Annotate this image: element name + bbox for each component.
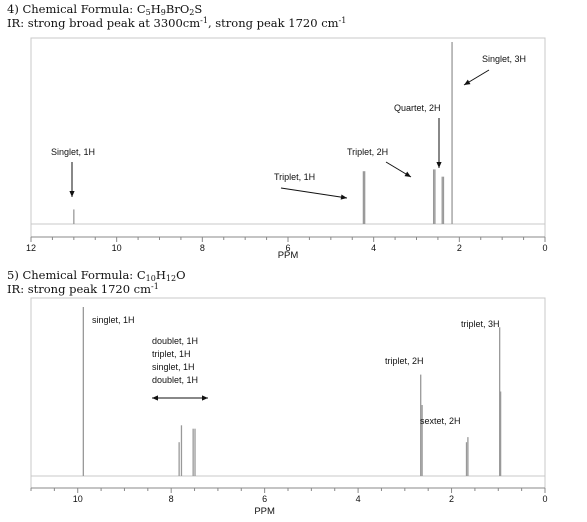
problem-4-formula-label: Chemical Formula: bbox=[22, 2, 134, 16]
arrow-singlet-3h-head bbox=[464, 79, 471, 85]
annotation-doublet-1h-a: doublet, 1H bbox=[152, 336, 198, 346]
annotation-doublet-1h-b: doublet, 1H bbox=[152, 375, 198, 385]
arrow-triplet-2h-head bbox=[404, 171, 411, 177]
annotation-triplet-2h: triplet, 2H bbox=[385, 356, 424, 366]
annotation-singlet-3h: Singlet, 3H bbox=[482, 54, 526, 64]
x-axis-label: PPM bbox=[254, 506, 275, 517]
range-arrow-right-head bbox=[202, 395, 208, 401]
x-tick-label-0: 0 bbox=[542, 243, 547, 253]
arrow-singlet-1h-head bbox=[69, 191, 75, 197]
annotation-singlet-1h-b: singlet, 1H bbox=[152, 362, 195, 372]
problem-5-formula-line: 5) Chemical Formula: C10H12O bbox=[7, 268, 186, 283]
problem-4-formula: C5H9BrO2S bbox=[136, 2, 203, 17]
nmr-spectrum-2: 10 8 6 4 2 0 PPM singlet, 1H doublet, 1H triplet,… bbox=[30, 297, 548, 517]
annotation-triplet-1h: Triplet, 1H bbox=[274, 172, 315, 182]
problem-5-formula-label: Chemical Formula: bbox=[22, 268, 134, 282]
x-tick-label-4: 4 bbox=[371, 243, 376, 253]
problem-5-ir: IR: strong peak 1720 cm-1 bbox=[7, 282, 159, 296]
problem-4-ir: IR: strong broad peak at 3300cm-1, stron… bbox=[7, 16, 347, 30]
annotation-triplet-2h: Triplet, 2H bbox=[347, 147, 388, 157]
range-arrow-left-head bbox=[152, 395, 158, 401]
arrow-quartet-2h-head bbox=[436, 162, 442, 168]
x-tick-label-10: 10 bbox=[112, 243, 122, 253]
problem-4-formula-line: 4) Chemical Formula: C5H9BrO2S bbox=[7, 2, 346, 17]
x-tick-label-8: 8 bbox=[200, 243, 205, 253]
plot-frame bbox=[30, 37, 546, 238]
problem-5-formula: C10H12O bbox=[136, 268, 186, 283]
x-tick-label-4: 4 bbox=[356, 494, 361, 504]
arrow-triplet-1h bbox=[280, 187, 348, 199]
x-tick-label-6: 6 bbox=[262, 494, 267, 504]
annotation-triplet-3h: triplet, 3H bbox=[461, 319, 500, 329]
annotation-triplet-1h: triplet, 1H bbox=[152, 349, 191, 359]
x-tick-label-0: 0 bbox=[542, 494, 547, 504]
x-tick-label-10: 10 bbox=[73, 494, 83, 504]
problem-4-number: 4) bbox=[7, 2, 19, 16]
annotation-quartet-2h: Quartet, 2H bbox=[394, 103, 441, 113]
x-axis-label: PPM bbox=[278, 250, 299, 261]
arrow-triplet-1h-head bbox=[340, 194, 347, 200]
x-tick-label-12: 12 bbox=[26, 243, 36, 253]
annotation-singlet-1h: singlet, 1H bbox=[92, 315, 135, 325]
x-tick-label-2: 2 bbox=[457, 243, 462, 253]
problem-5-header: 5) Chemical Formula: C10H12O IR: strong … bbox=[7, 268, 186, 296]
nmr-spectrum-1: 12 10 8 6 4 2 0 PPM Singlet, 1H Triplet, 1H Triple… bbox=[26, 37, 548, 261]
problem-4-header: 4) Chemical Formula: C5H9BrO2S IR: stron… bbox=[7, 2, 346, 30]
annotation-singlet-1h: Singlet, 1H bbox=[51, 147, 95, 157]
x-tick-label-8: 8 bbox=[169, 494, 174, 504]
annotation-sextet-2h: sextet, 2H bbox=[420, 416, 461, 426]
problem-5-number: 5) bbox=[7, 268, 19, 282]
x-tick-label-6: 6 bbox=[285, 243, 290, 253]
x-tick-label-2: 2 bbox=[449, 494, 454, 504]
